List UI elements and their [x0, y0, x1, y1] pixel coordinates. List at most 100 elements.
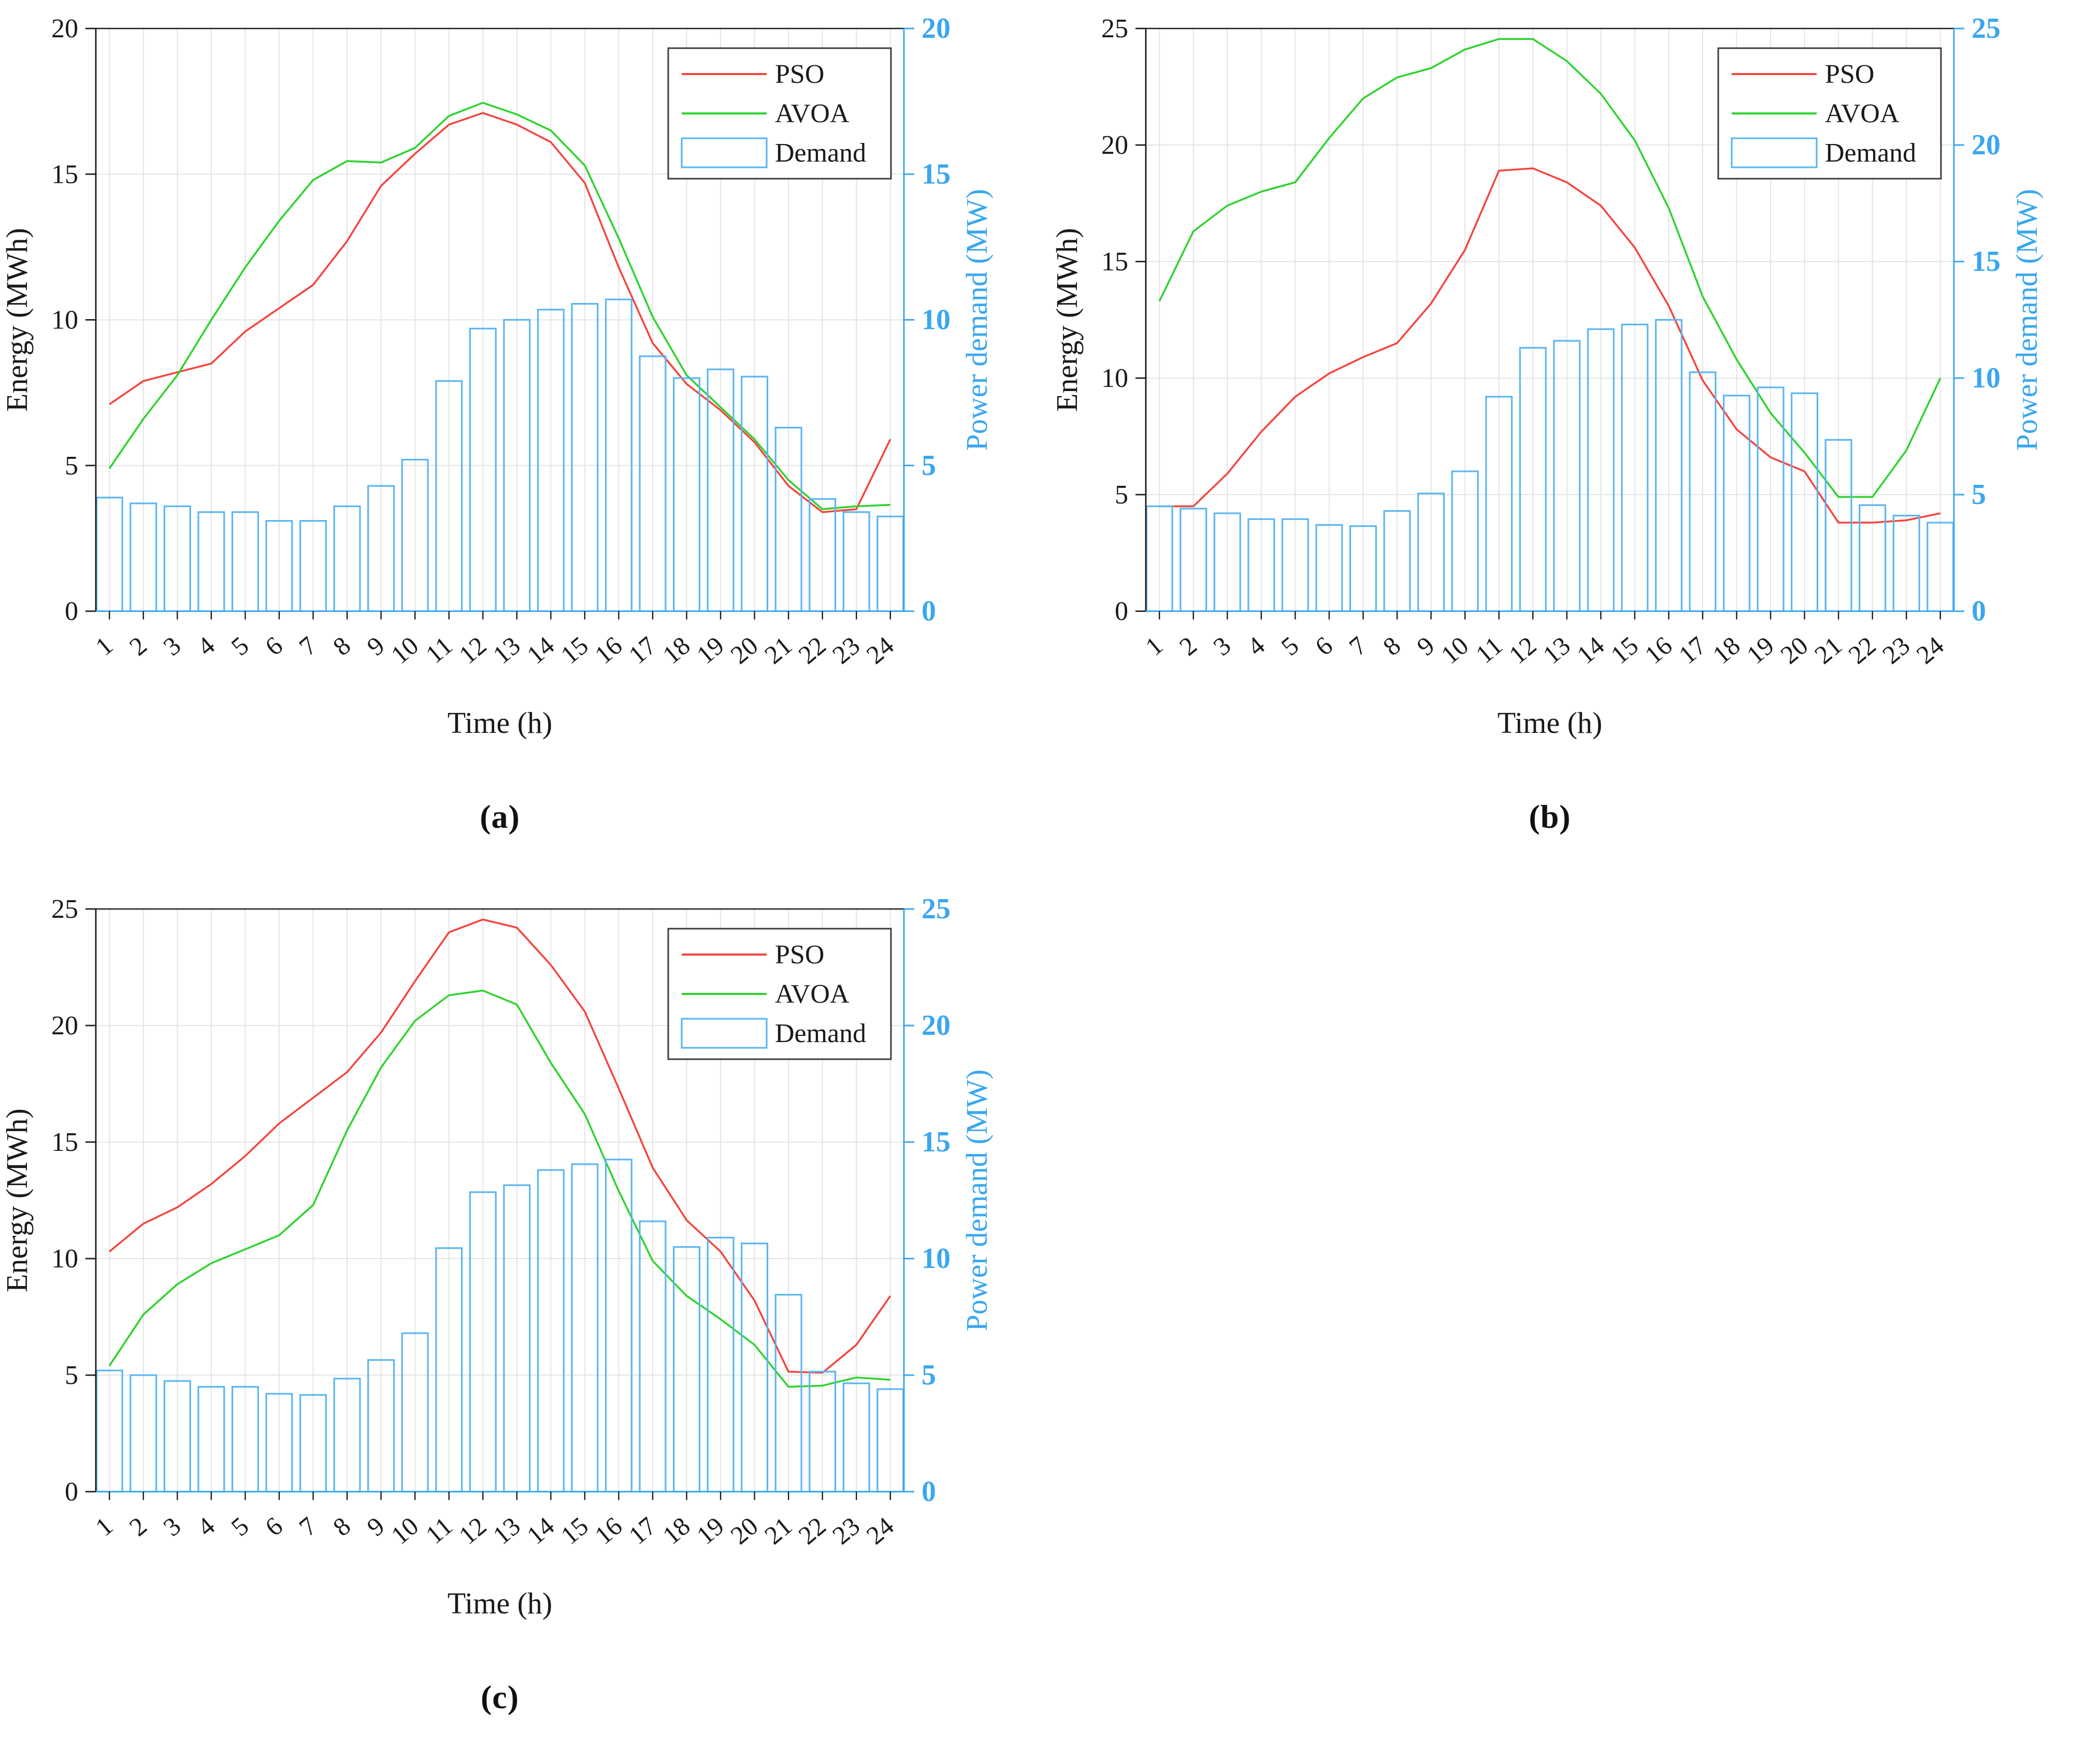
x-axis-tick-label: 24 [861, 1511, 899, 1550]
demand-bar [605, 1159, 632, 1493]
left-axis-tick-label: 0 [65, 1477, 78, 1507]
demand-bar [876, 1388, 904, 1493]
left-axis-tick-label: 20 [51, 1011, 78, 1041]
x-axis-tick-label: 3 [1207, 631, 1236, 661]
demand-bar [605, 298, 632, 612]
x-axis-tick-label: 17 [623, 1511, 661, 1550]
left-axis-tick-label: 10 [1101, 364, 1128, 393]
demand-bar [265, 520, 293, 612]
x-axis-tick-label: 3 [157, 631, 186, 661]
left-axis-tick-label: 25 [1101, 14, 1128, 44]
demand-bar [231, 511, 259, 612]
panel-b: 0 0 5 5 10 10 15 15 20 20 25 25 1 2 3 4 5 6 7 8 9 10 11 12 13 14 1… [1050, 0, 2100, 880]
x-axis-tick-label: 1 [90, 1511, 118, 1542]
left-axis-tick-label: 20 [51, 14, 78, 44]
x-axis-tick-label: 20 [725, 631, 763, 670]
x-axis-tick-label: 8 [327, 1511, 356, 1542]
demand-bar [1145, 505, 1173, 612]
demand-bar [774, 427, 802, 612]
demand-bar [95, 497, 123, 612]
x-axis-tick-label: 4 [192, 631, 220, 661]
legend-demand-label: Demand [775, 1019, 866, 1048]
x-axis-tick-label: 19 [1741, 631, 1779, 670]
demand-bar [707, 368, 735, 612]
demand-bar [95, 1369, 123, 1493]
demand-bar [503, 319, 531, 612]
x-axis-tick-label: 15 [555, 631, 594, 670]
x-axis-tick-label: 12 [453, 631, 492, 670]
x-axis-tick-label: 16 [1639, 631, 1677, 670]
x-axis-tick-label: 10 [385, 631, 424, 670]
demand-bar [1247, 518, 1275, 612]
demand-bar [130, 1374, 157, 1493]
right-axis-tick-label: 5 [1972, 479, 1986, 511]
x-axis-tick-label: 23 [1877, 631, 1915, 670]
right-axis-tick-label: 15 [1972, 246, 2001, 278]
right-axis-tick-label: 0 [922, 1476, 936, 1508]
x-axis-tick-label: 13 [1537, 631, 1576, 670]
demand-bar [1859, 504, 1887, 612]
pso-line [1159, 167, 1941, 524]
demand-bar [1892, 514, 1920, 612]
demand-bar [1213, 512, 1241, 612]
x-axis-tick-label: 3 [157, 1511, 186, 1542]
y-axis-label-right: Power demand (MW) [960, 1070, 994, 1332]
legend-demand-sample [681, 1018, 768, 1049]
x-axis-tick-label: 16 [589, 1511, 627, 1550]
demand-bar [1485, 396, 1513, 612]
left-axis-tick-label: 15 [1101, 247, 1128, 277]
demand-bar [1180, 508, 1207, 612]
x-axis-tick-label: 22 [793, 1511, 831, 1550]
demand-bar [197, 511, 225, 612]
pso-line [109, 112, 891, 513]
demand-bar [1315, 524, 1343, 612]
right-axis-tick-label: 20 [922, 1009, 951, 1042]
x-axis-tick-label: 24 [1911, 631, 1949, 670]
demand-bar [435, 380, 463, 612]
demand-bar [1757, 386, 1785, 612]
demand-bar [1722, 395, 1751, 612]
demand-bar [842, 511, 870, 612]
right-axis-tick-label: 25 [922, 893, 951, 925]
x-axis-tick-label: 12 [453, 1511, 492, 1550]
x-axis-tick-label: 19 [691, 1511, 729, 1550]
left-axis-tick-label: 5 [1115, 480, 1128, 510]
x-axis-tick-label: 17 [623, 631, 661, 670]
left-axis-tick-label: 10 [51, 306, 78, 335]
x-axis-tick-label: 2 [1174, 631, 1202, 661]
x-axis-tick-label: 15 [1605, 631, 1644, 670]
x-axis-tick-label: 4 [192, 1511, 220, 1542]
demand-bar [876, 515, 904, 612]
left-axis-tick-label: 0 [1115, 597, 1128, 626]
left-axis-tick-label: 10 [51, 1244, 78, 1274]
legend-demand-sample [1731, 137, 1818, 168]
left-axis-tick-label: 0 [65, 597, 78, 626]
x-axis-tick-label: 14 [521, 631, 559, 670]
demand-bar [1383, 510, 1411, 612]
demand-bar [809, 498, 837, 612]
right-axis-tick-label: 15 [922, 158, 951, 190]
demand-bar [299, 1394, 327, 1493]
legend-avoa-label: AVOA [775, 979, 850, 1009]
demand-bar [333, 505, 361, 612]
panel-a-caption: (a) [480, 798, 520, 835]
avoa-line [108, 989, 890, 1388]
x-axis-label: Time (h) [448, 706, 553, 740]
x-axis-tick-label: 20 [1775, 631, 1813, 670]
x-axis-tick-label: 8 [1377, 631, 1406, 661]
x-axis-tick-label: 23 [827, 631, 865, 670]
demand-bar [537, 309, 565, 612]
demand-bar [809, 1370, 837, 1493]
x-axis-tick-label: 22 [793, 631, 831, 670]
x-axis-tick-label: 20 [725, 1511, 763, 1550]
x-axis-tick-label: 7 [1343, 631, 1372, 661]
x-axis-tick-label: 9 [362, 631, 390, 661]
demand-bar [163, 1380, 191, 1493]
right-axis-tick-label: 15 [922, 1126, 951, 1158]
right-axis-tick-label: 10 [922, 304, 951, 336]
demand-bar [1689, 371, 1717, 612]
demand-bar [1553, 340, 1581, 612]
legend-pso-label: PSO [1825, 60, 1874, 89]
